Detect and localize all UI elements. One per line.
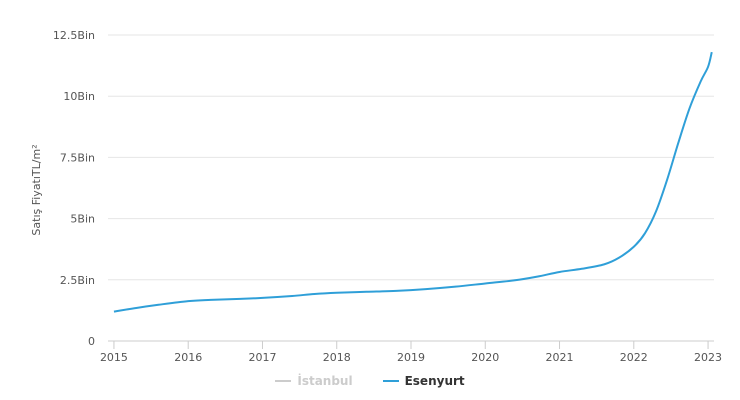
legend-swatch xyxy=(275,380,292,382)
x-tick-label: 2015 xyxy=(100,351,128,364)
y-tick-label: 2.5Bin xyxy=(60,274,95,287)
x-tick-label: 2023 xyxy=(694,351,722,364)
y-tick-label: 10Bin xyxy=(63,90,95,103)
x-tick-label: 2022 xyxy=(620,351,648,364)
y-tick-label: 7.5Bin xyxy=(60,151,95,164)
legend-item-i̇stanbul[interactable]: İstanbul xyxy=(275,374,353,388)
legend-item-esenyurt[interactable]: Esenyurt xyxy=(382,374,465,388)
y-tick-label: 0 xyxy=(88,335,95,348)
x-axis-ticks: 2015 2016 2017 2018 2019 2020 2021 2022 2023 xyxy=(100,341,722,364)
x-tick-label: 2020 xyxy=(471,351,499,364)
y-axis-title: Satış FiyatıTL/m² xyxy=(30,144,43,235)
x-tick-label: 2017 xyxy=(248,351,276,364)
legend-label: İstanbul xyxy=(297,374,353,388)
y-axis-ticks: 0 2.5Bin 5Bin 7.5Bin 10Bin 12.5Bin xyxy=(53,29,95,348)
series-line-esenyurt[interactable] xyxy=(113,51,713,313)
chart-legend: İstanbul Esenyurt xyxy=(0,374,740,388)
y-tick-label: 5Bin xyxy=(70,213,95,226)
x-tick-label: 2018 xyxy=(323,351,351,364)
y-tick-label: 12.5Bin xyxy=(53,29,95,42)
series-layer xyxy=(113,51,713,313)
x-tick-label: 2019 xyxy=(397,351,425,364)
x-tick-label: 2021 xyxy=(546,351,574,364)
grid-lines xyxy=(108,34,714,342)
legend-swatch xyxy=(382,380,399,382)
legend-label: Esenyurt xyxy=(404,374,465,388)
x-tick-label: 2016 xyxy=(174,351,202,364)
